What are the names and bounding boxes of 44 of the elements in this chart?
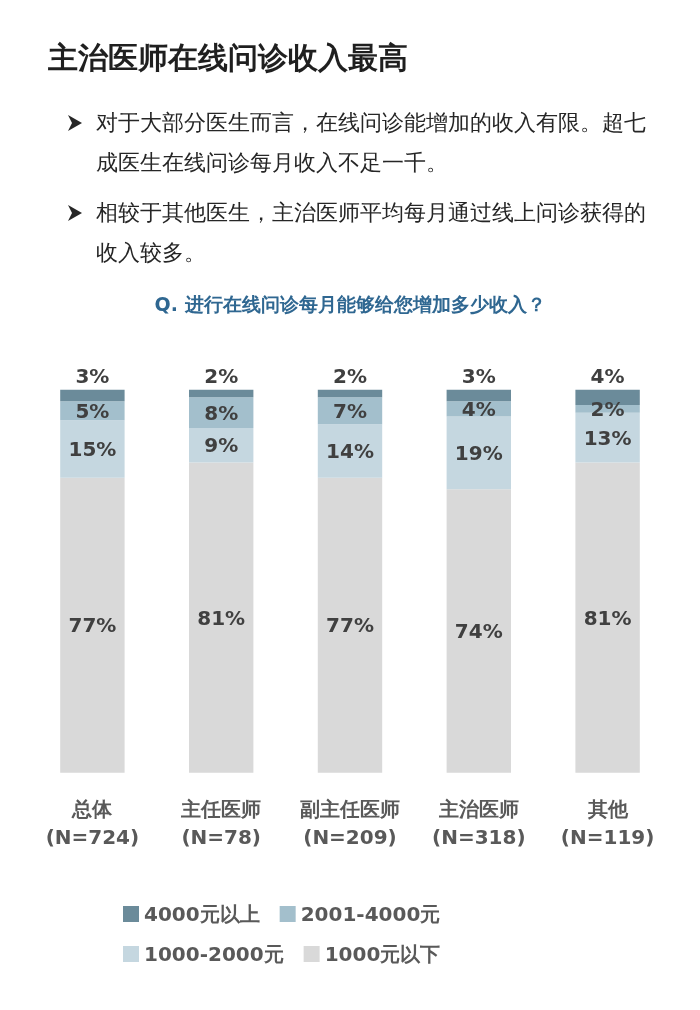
- x-tick-label: 总体 (N=724): [45, 797, 140, 849]
- bar: [189, 462, 254, 773]
- data-label: 7%: [333, 398, 367, 423]
- text: 对于大部分医生而言，在线问诊能增加的收入有限。超七成医生在线问诊每月收入不足一千。: [96, 109, 647, 177]
- bar: [60, 389, 125, 402]
- data-label: 4%: [461, 396, 496, 421]
- x-tick-label: 主任医师 (N=78): [180, 797, 262, 849]
- chart-subtitle: Q. 进行在线问诊每月能够给您增加多少收入？: [154, 292, 546, 315]
- data-label: 9%: [204, 433, 239, 458]
- legend-label: 2001-4000元: [300, 902, 441, 926]
- data-label: 2%: [590, 396, 625, 421]
- data-label: 14%: [326, 438, 374, 463]
- data-label: 77%: [326, 613, 374, 638]
- data-label: 77%: [68, 613, 117, 638]
- data-label: 19%: [454, 440, 503, 465]
- data-label: 5%: [75, 398, 110, 423]
- bar: [446, 489, 511, 773]
- data-label: 15%: [68, 437, 117, 462]
- text: 相较于其他医生，主治医师平均每月通过线上问诊获得的收入较多。: [96, 199, 647, 267]
- data-label: 4%: [590, 363, 625, 388]
- x-tick-label: 主治医师 (N=318): [432, 797, 526, 849]
- bar: [446, 416, 511, 490]
- data-label: 74%: [454, 619, 503, 644]
- legend-label: 1000-2000元: [144, 942, 284, 966]
- bar: [446, 389, 511, 402]
- data-label: 3%: [461, 363, 496, 388]
- bar: [189, 389, 254, 398]
- bar: [60, 420, 125, 478]
- data-label: 2%: [204, 363, 239, 388]
- data-label: 81%: [583, 605, 632, 630]
- data-label: 8%: [204, 400, 239, 425]
- chart-title: 主治医师在线问诊收入最高: [47, 39, 409, 77]
- legend-label: 4000元以上: [144, 902, 260, 926]
- bar: [575, 462, 640, 773]
- data-label: 2%: [333, 363, 367, 388]
- data-label: 81%: [197, 605, 246, 630]
- bar: [317, 389, 383, 398]
- bar: [317, 477, 383, 773]
- legend-label: 1000元以下: [324, 942, 441, 966]
- data-label: 13%: [583, 425, 632, 450]
- data-label: 3%: [75, 363, 110, 388]
- x-tick-label: 其他 (N=119): [560, 797, 655, 849]
- x-tick-label: 副主任医师 (N=209): [300, 797, 400, 849]
- bar: [60, 477, 125, 773]
